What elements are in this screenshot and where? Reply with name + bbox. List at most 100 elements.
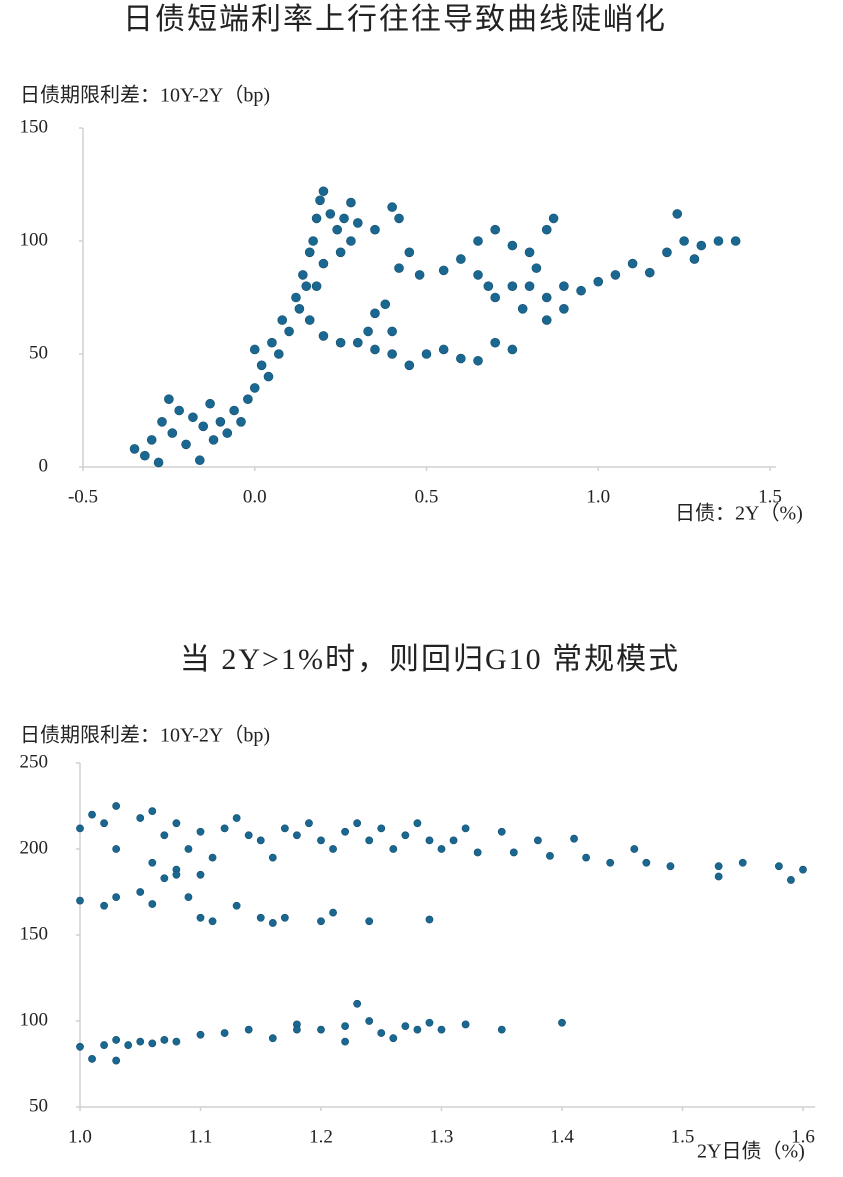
- scatter-point: [256, 913, 265, 922]
- y-tick-label: 50: [29, 342, 48, 363]
- scatter-point: [387, 202, 397, 212]
- scatter-point: [160, 874, 169, 883]
- scatter-point: [148, 1039, 157, 1048]
- scatter-point: [317, 836, 325, 845]
- x-tick-label: 1.5: [671, 1126, 695, 1147]
- scatter-point: [100, 819, 108, 828]
- scatter-point: [268, 1034, 277, 1043]
- scatter-point: [298, 270, 308, 280]
- scatter-point: [559, 281, 569, 292]
- scatter-point: [541, 224, 552, 235]
- scatter-point: [437, 1025, 446, 1034]
- scatter-point: [292, 831, 301, 840]
- scatter-point: [497, 827, 506, 836]
- scatter-point: [194, 455, 205, 466]
- x-tick-label: -0.5: [68, 486, 98, 507]
- scatter-point: [196, 913, 205, 922]
- scatter-point: [205, 398, 215, 409]
- scatter-point: [181, 439, 191, 450]
- scatter-point: [112, 802, 121, 810]
- scatter-point: [268, 919, 277, 927]
- scatter-point: [713, 236, 724, 246]
- y-tick-label: 150: [20, 116, 49, 137]
- scatter-point: [352, 218, 363, 228]
- scatter-point: [799, 865, 807, 874]
- scatter-point: [546, 851, 554, 860]
- scatter-point: [311, 213, 322, 224]
- scatter-point: [593, 276, 604, 287]
- scatter-point: [148, 900, 157, 908]
- chart-title: 当 2Y>1%时，则回归G10 常规模式: [180, 643, 680, 676]
- x-axis-label: 2Y日债（%): [697, 1140, 805, 1163]
- scatter-point: [317, 917, 325, 926]
- scatter-point: [507, 344, 518, 355]
- y-tick-label: 200: [20, 837, 49, 858]
- scatter-point: [387, 326, 397, 337]
- scatter-point: [341, 827, 349, 836]
- scatter-point: [425, 836, 434, 845]
- scatter-point: [148, 858, 157, 867]
- scatter-point: [365, 1017, 374, 1025]
- scatter-point: [100, 1041, 108, 1049]
- scatter-point: [346, 236, 356, 246]
- scatter-point: [642, 858, 651, 867]
- scatter-point: [112, 1036, 121, 1044]
- scatter-point: [160, 1036, 169, 1044]
- scatter-point: [413, 1025, 422, 1034]
- scatter-point: [184, 893, 193, 902]
- scatter-point: [305, 819, 313, 828]
- scatter-point: [140, 450, 150, 461]
- scatter-point: [244, 1025, 253, 1034]
- scatter-point: [280, 913, 289, 922]
- y-tick-label: 50: [29, 1095, 48, 1116]
- scatter-point: [363, 326, 373, 337]
- scatter-point: [606, 858, 615, 867]
- scatter-point: [461, 824, 470, 833]
- scatter-point: [172, 1037, 181, 1046]
- scatter-point: [541, 292, 552, 303]
- scatter-point: [136, 888, 145, 896]
- scatter-point: [548, 213, 559, 224]
- scatter-point: [558, 1018, 566, 1027]
- x-tick-label: 1.5: [758, 486, 782, 507]
- scatter-point: [524, 247, 535, 258]
- x-tick-label: 1.0: [586, 486, 610, 507]
- scatter-point: [292, 1025, 301, 1034]
- scatter-point: [100, 901, 108, 910]
- scatter-point: [387, 349, 397, 359]
- scatter-point: [318, 258, 329, 269]
- y-tick-label: 100: [20, 229, 49, 250]
- scatter-point: [404, 360, 415, 371]
- scatter-point: [291, 292, 301, 303]
- scatter-point: [184, 845, 193, 853]
- scatter-point: [507, 281, 518, 292]
- scatter-point: [534, 836, 542, 845]
- scatter-point: [425, 1018, 434, 1027]
- scatter-point: [473, 848, 482, 857]
- scatter-point: [268, 853, 277, 862]
- scatter-point: [146, 435, 157, 445]
- scatter-point: [318, 331, 329, 341]
- x-tick-label: 1.3: [430, 1126, 454, 1147]
- scatter-point: [490, 337, 501, 348]
- scatter-point: [136, 1037, 145, 1046]
- scatter-point: [311, 281, 322, 292]
- scatter-point: [377, 824, 386, 833]
- scatter-point: [490, 292, 501, 303]
- scatter-point: [215, 416, 226, 427]
- scatter-point: [582, 853, 590, 862]
- scatter-point: [208, 853, 217, 862]
- scatter-point: [112, 893, 121, 902]
- scatter-point: [576, 285, 586, 296]
- scatter-point: [437, 845, 446, 853]
- scatter-point: [208, 435, 219, 445]
- scatter-point: [352, 337, 363, 348]
- scatter-point: [198, 421, 209, 432]
- chart-title: 日债短端利率上行往往导致曲线陡峭化: [123, 3, 667, 36]
- scatter-point: [243, 394, 253, 405]
- scatter-point: [353, 999, 362, 1008]
- x-tick-label: 1.0: [68, 1126, 92, 1147]
- scatter-point: [129, 444, 140, 454]
- scatter-point: [304, 315, 315, 325]
